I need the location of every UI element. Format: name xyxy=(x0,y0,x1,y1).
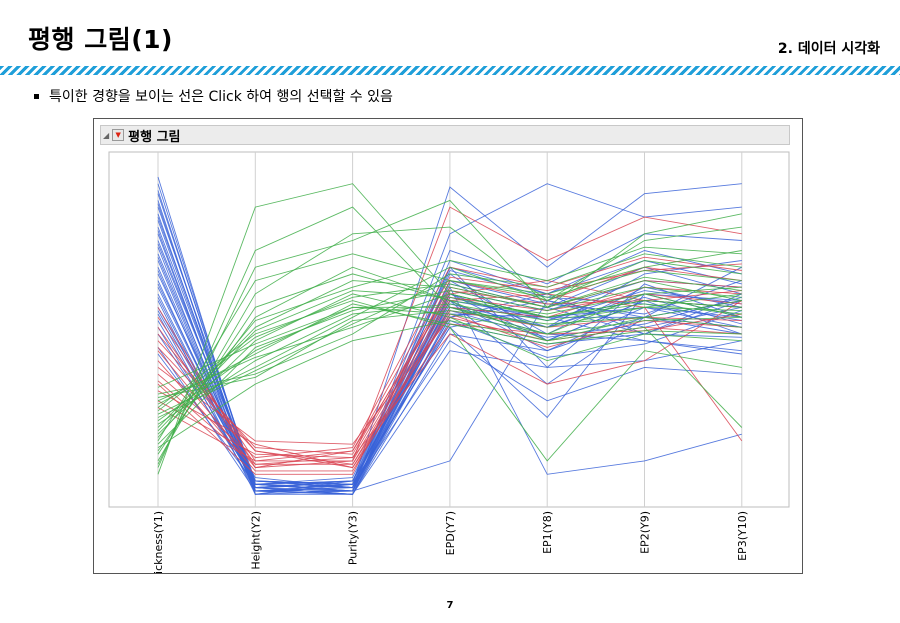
disclosure-triangle-icon[interactable]: ◢ xyxy=(103,130,110,140)
square-bullet-icon xyxy=(34,93,39,99)
plot-title: 평행 그림 xyxy=(128,129,181,145)
axis-label: EP2(Y9) xyxy=(639,511,652,554)
data-line[interactable] xyxy=(157,300,743,459)
section-label: 2. 데이터 시각화 xyxy=(777,41,880,57)
data-line[interactable] xyxy=(157,306,742,388)
axis-label: Purity(Y3) xyxy=(347,511,360,565)
data-line[interactable] xyxy=(157,270,742,418)
plot-outline-header: ◢ ▼ 평행 그림 xyxy=(100,125,790,145)
red-triangle-menu-icon[interactable]: ▼ xyxy=(112,129,125,141)
parallel-plot-canvas[interactable]: Thickness(Y1) Height(Y2) Purity(Y3) EPD(Y7)… xyxy=(94,119,802,573)
data-line[interactable] xyxy=(157,273,742,455)
slide-title: 평행 그림(1) xyxy=(28,25,173,54)
axis-label: EP3(Y10) xyxy=(736,511,749,561)
data-line[interactable] xyxy=(157,246,742,438)
axis-label: EP1(Y8) xyxy=(541,511,554,554)
axis-label: Height(Y2) xyxy=(249,511,262,570)
data-line[interactable] xyxy=(157,300,742,398)
data-line[interactable] xyxy=(157,260,742,415)
data-line[interactable] xyxy=(157,286,742,445)
data-line[interactable] xyxy=(157,300,742,462)
bullet-item: 특이한 경향을 보이는 선은 Click 하여 행의 선택할 수 있음 xyxy=(34,86,393,106)
data-line[interactable] xyxy=(157,320,743,448)
data-line[interactable] xyxy=(157,253,742,395)
data-line[interactable] xyxy=(157,199,742,465)
page-number: 7 xyxy=(446,600,454,611)
axis-label: Thickness(Y1) xyxy=(152,511,165,573)
data-line[interactable] xyxy=(157,293,742,435)
axis-label: EPD(Y7) xyxy=(444,511,457,555)
data-line[interactable] xyxy=(157,290,742,432)
data-line[interactable] xyxy=(157,293,742,402)
header-divider-stripe xyxy=(0,66,900,75)
data-line[interactable] xyxy=(157,276,742,412)
data-line[interactable] xyxy=(157,303,742,405)
data-line[interactable] xyxy=(157,280,742,428)
parallel-plot-panel: Thickness(Y1) Height(Y2) Purity(Y3) EPD(Y7)… xyxy=(93,118,803,574)
data-line[interactable] xyxy=(157,226,742,462)
data-line[interactable] xyxy=(157,303,742,425)
bullet-text: 특이한 경향을 보이는 선은 Click 하여 행의 선택할 수 있음 xyxy=(49,89,393,105)
